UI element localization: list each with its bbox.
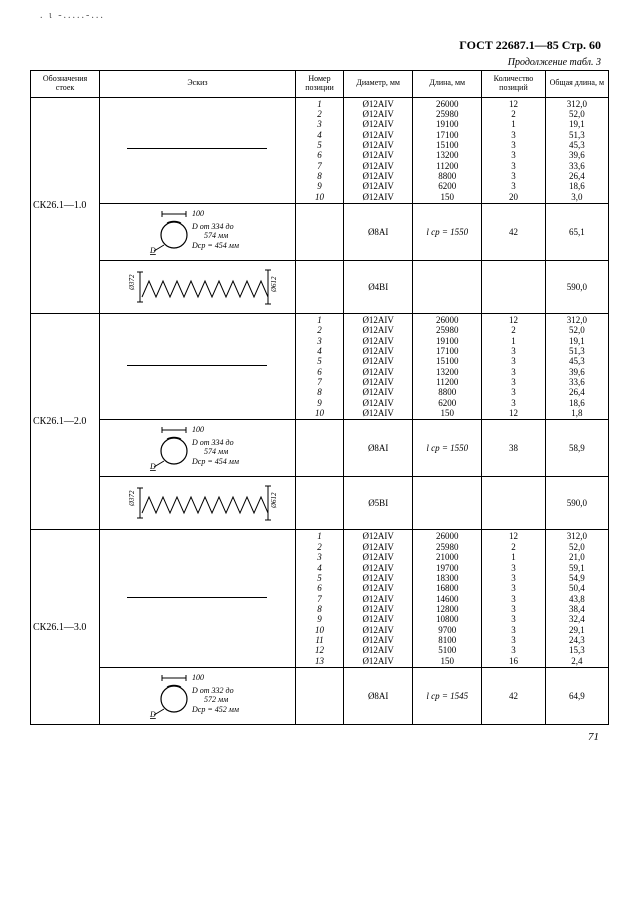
svg-text:Ø612: Ø612 (270, 492, 278, 509)
length (413, 477, 482, 530)
svg-text:572 мм: 572 мм (204, 695, 228, 704)
svg-text:Ø612: Ø612 (270, 276, 278, 293)
sketch-cell: 100D от 332 до572 ммDср = 452 ммD (100, 667, 296, 724)
quantity: 122133333333316 (482, 530, 545, 667)
quantity: 42 (482, 667, 545, 724)
diameter: Ø8AI (344, 420, 413, 477)
sketch-cell: Ø372 Ø612 (100, 261, 296, 314)
quantity: 38 (482, 420, 545, 477)
length: 2600025980210001970018300168001460012800… (413, 530, 482, 667)
total-length: 65,1 (545, 204, 608, 261)
bar-sketch-icon (127, 597, 267, 599)
length: l ср = 1550 (413, 420, 482, 477)
rebar-table: Обозначения стоек Эскиз Номер позиции Ди… (30, 70, 609, 725)
col-num: Номер позиции (295, 71, 343, 98)
svg-text:100: 100 (192, 209, 204, 218)
ring-sketch-icon: 100D от 332 до572 ммDср = 452 ммD (122, 669, 272, 723)
sketch-cell (100, 530, 296, 667)
pos-number: 12345678910111213 (295, 530, 343, 667)
length: l ср = 1545 (413, 667, 482, 724)
quantity (482, 477, 545, 530)
svg-text:D от 332 до: D от 332 до (191, 686, 234, 695)
diameter: Ø5BI (344, 477, 413, 530)
total-length: 590,0 (545, 261, 608, 314)
col-total: Общая длина, м (545, 71, 608, 98)
sketch-cell: 100D от 334 до574 ммDср = 454 ммD (100, 204, 296, 261)
col-diameter: Диаметр, мм (344, 71, 413, 98)
svg-text:574 мм: 574 мм (204, 231, 228, 240)
sketch-cell: Ø372 Ø612 (100, 477, 296, 530)
length: 2600025980191001710015100132001120088006… (413, 97, 482, 203)
bar-sketch-icon (127, 148, 267, 150)
total-length: 58,9 (545, 420, 608, 477)
pos-number: 12345678910 (295, 314, 343, 420)
total-length: 312,052,019,151,345,339,633,626,418,61,8 (545, 314, 608, 420)
diameter: Ø12AIVØ12AIVØ12AIVØ12AIVØ12AIVØ12AIVØ12A… (344, 314, 413, 420)
pos-number (295, 204, 343, 261)
total-length: 312,052,021,059,154,950,443,838,432,429,… (545, 530, 608, 667)
sketch-cell (100, 97, 296, 203)
svg-text:Dср = 454 мм: Dср = 454 мм (191, 457, 239, 466)
diameter: Ø8AI (344, 204, 413, 261)
svg-text:D от 334 до: D от 334 до (191, 438, 234, 447)
length: l ср = 1550 (413, 204, 482, 261)
total-length: 64,9 (545, 667, 608, 724)
svg-text:Dср = 452 мм: Dср = 452 мм (191, 705, 239, 714)
quantity: 122133333312 (482, 314, 545, 420)
length (413, 261, 482, 314)
col-label: Обозначения стоек (31, 71, 100, 98)
page-number: 71 (30, 731, 599, 743)
svg-text:100: 100 (192, 425, 204, 434)
doc-header: ГОСТ 22687.1—85 Стр. 60 (30, 38, 601, 53)
col-qty: Количество позиций (482, 71, 545, 98)
svg-text:Ø372: Ø372 (128, 490, 136, 507)
svg-text:Dср = 454 мм: Dср = 454 мм (191, 241, 239, 250)
pos-number (295, 261, 343, 314)
sketch-cell: 100D от 334 до574 ммDср = 454 ммD (100, 420, 296, 477)
quantity: 42 (482, 204, 545, 261)
diameter: Ø12AIVØ12AIVØ12AIVØ12AIVØ12AIVØ12AIVØ12A… (344, 97, 413, 203)
group-label: СК26.1—1.0 (31, 97, 100, 313)
svg-text:D от 334 до: D от 334 до (191, 222, 234, 231)
pos-number (295, 667, 343, 724)
col-length: Длина, мм (413, 71, 482, 98)
spiral-sketch-icon: Ø372 Ø612 (112, 478, 282, 528)
ring-sketch-icon: 100D от 334 до574 ммDср = 454 ммD (122, 421, 272, 475)
scan-artifact: . ι -.....-... (40, 10, 105, 21)
pos-number (295, 420, 343, 477)
length: 2600025980191001710015100132001120088006… (413, 314, 482, 420)
sketch-cell (100, 314, 296, 420)
group-label: СК26.1—3.0 (31, 530, 100, 724)
group-label: СК26.1—2.0 (31, 314, 100, 530)
diameter: Ø12AIVØ12AIVØ12AIVØ12AIVØ12AIVØ12AIVØ12A… (344, 530, 413, 667)
spiral-sketch-icon: Ø372 Ø612 (112, 262, 282, 312)
col-sketch: Эскиз (100, 71, 296, 98)
diameter: Ø8AI (344, 667, 413, 724)
pos-number: 12345678910 (295, 97, 343, 203)
ring-sketch-icon: 100D от 334 до574 ммDср = 454 ммD (122, 205, 272, 259)
table-continuation: Продолжение табл. 3 (30, 57, 601, 68)
pos-number (295, 477, 343, 530)
diameter: Ø4BI (344, 261, 413, 314)
svg-text:Ø372: Ø372 (128, 274, 136, 291)
svg-text:100: 100 (192, 673, 204, 682)
svg-text:574 мм: 574 мм (204, 447, 228, 456)
total-length: 312,052,019,151,345,339,633,626,418,63,0 (545, 97, 608, 203)
quantity: 122133333320 (482, 97, 545, 203)
bar-sketch-icon (127, 365, 267, 367)
quantity (482, 261, 545, 314)
total-length: 590,0 (545, 477, 608, 530)
